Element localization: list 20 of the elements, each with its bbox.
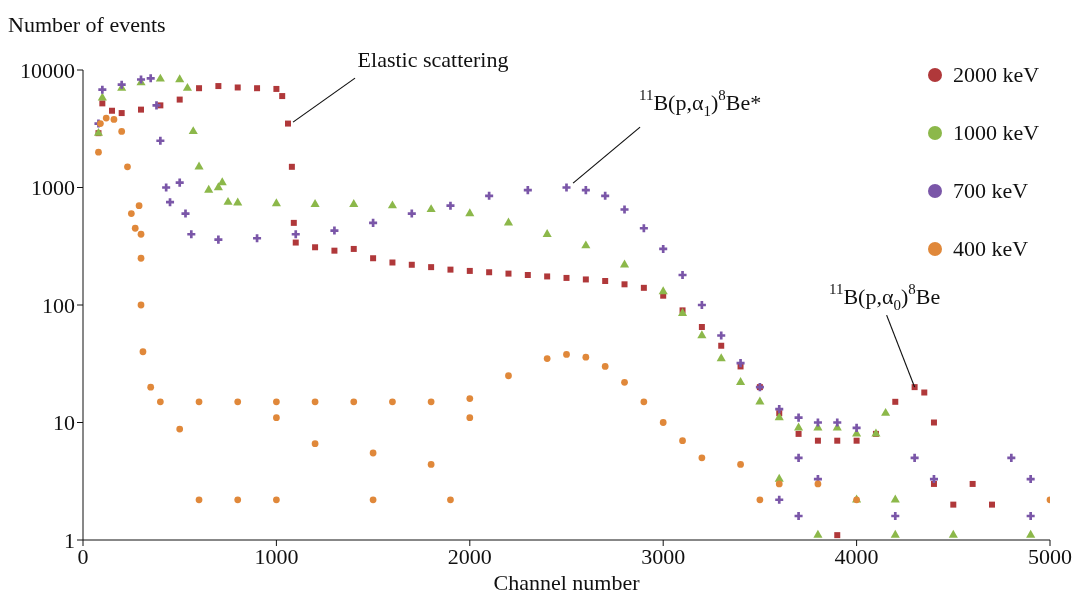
legend-label: 2000 keV xyxy=(953,62,1040,88)
x-tick-label: 1000 xyxy=(254,543,299,569)
y-tick-label: 1 xyxy=(64,527,75,553)
legend-label: 1000 keV xyxy=(953,120,1040,146)
x-tick-label: 5000 xyxy=(1028,543,1072,569)
legend-label: 400 keV xyxy=(953,236,1029,262)
y-tick-label: 10000 xyxy=(20,57,75,83)
annotation: Elastic scattering xyxy=(357,47,509,73)
annotation: $^{11}$B(p,α$_{0}$)$^{8}$Be xyxy=(829,281,941,314)
x-tick-label: 2000 xyxy=(447,543,492,569)
legend-label: 700 keV xyxy=(953,178,1029,204)
y-tick-label: 10 xyxy=(53,410,75,436)
y-axis-title: Number of events xyxy=(8,12,166,38)
annotation: $^{11}$B(p,α$_{1}$)$^{8}$Be* xyxy=(638,87,762,120)
y-tick-label: 1000 xyxy=(31,175,75,201)
x-tick-label: 0 xyxy=(77,543,89,569)
x-tick-label: 3000 xyxy=(641,543,686,569)
y-tick-label: 100 xyxy=(42,292,75,318)
x-axis-title: Channel number xyxy=(493,570,641,595)
x-tick-label: 4000 xyxy=(834,543,879,569)
